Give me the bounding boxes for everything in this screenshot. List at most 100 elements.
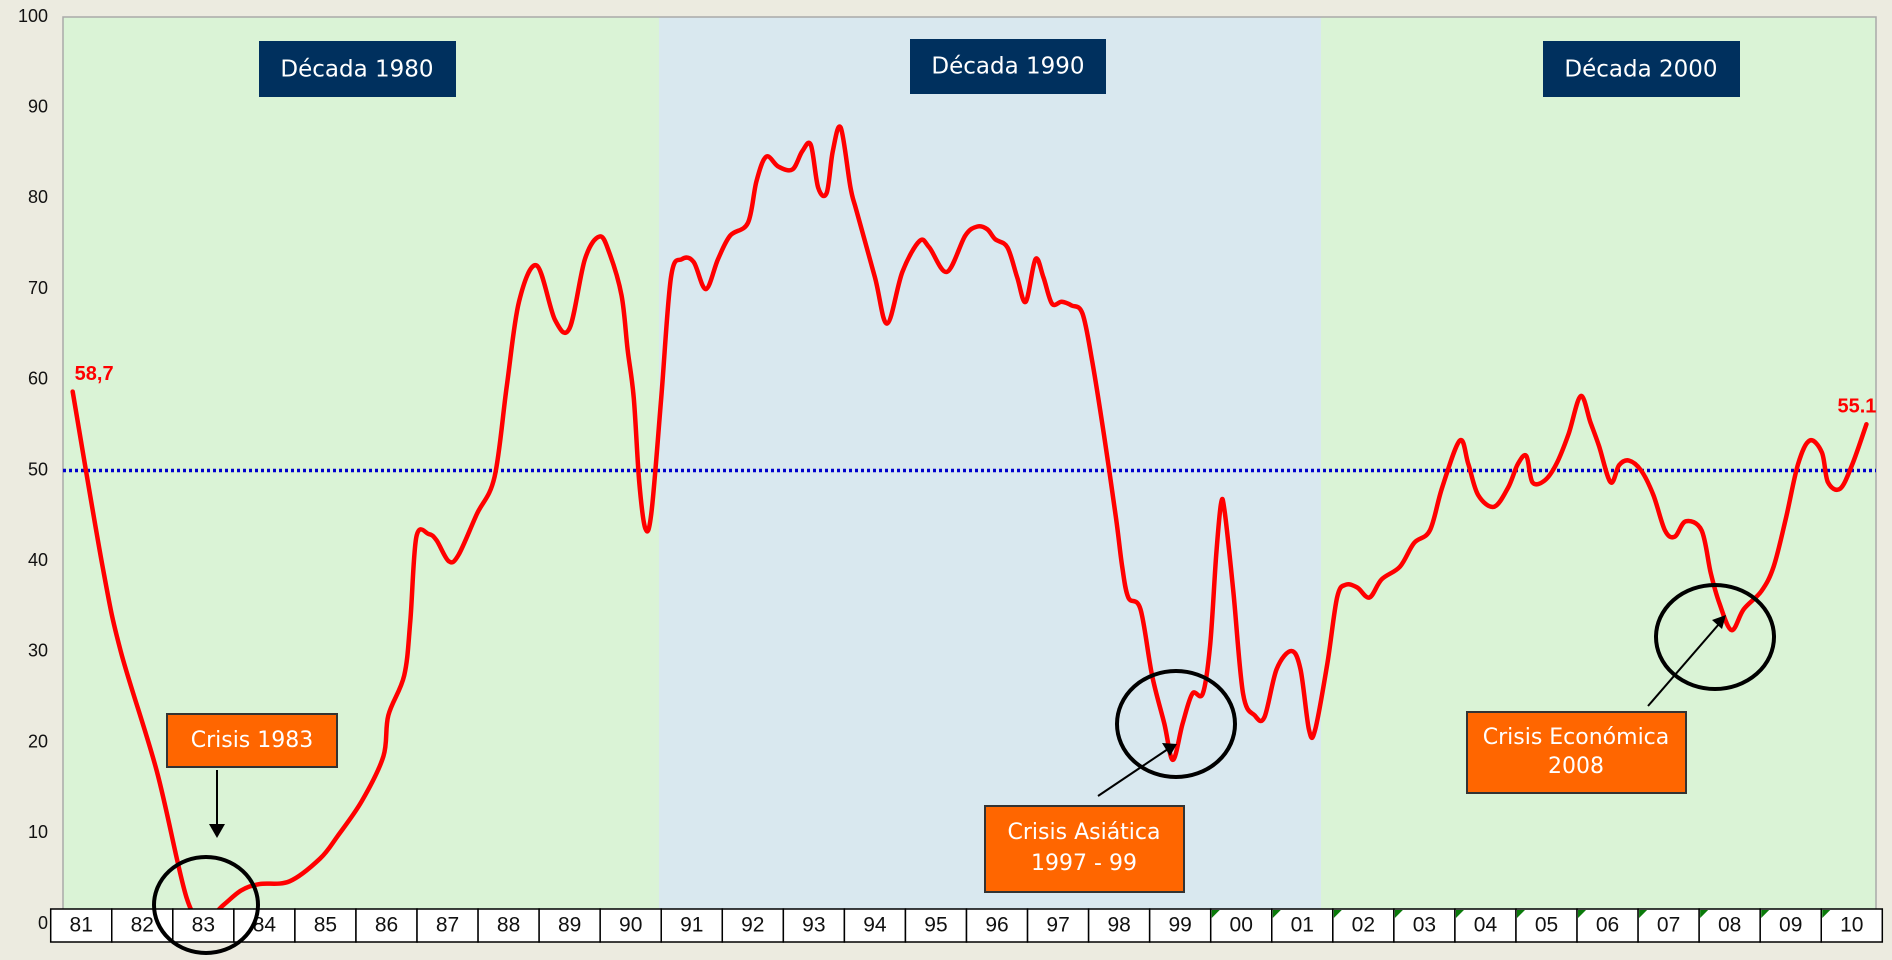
- decade-label: Década 1990: [910, 39, 1106, 94]
- arrow-head: [1712, 615, 1726, 629]
- x-tick-label: 89: [558, 914, 581, 937]
- tick-box: [1759, 908, 1822, 943]
- x-tick-label: 91: [680, 914, 703, 937]
- decade-text: Década 2000: [1564, 57, 1717, 83]
- x-tick-label: 06: [1596, 914, 1619, 937]
- y-tick-label: 20: [28, 731, 48, 751]
- cell-marker: [1822, 910, 1831, 918]
- x-tick-label: 94: [863, 914, 887, 937]
- highlight-circle: [1115, 669, 1237, 779]
- x-tick-label: 10: [1840, 914, 1863, 937]
- x-tick-label: 88: [497, 914, 520, 937]
- callout: Crisis Asiática 1997 - 99: [984, 743, 1185, 893]
- tick-box: [477, 908, 540, 943]
- x-tick-label: 82: [131, 914, 154, 937]
- x-tick-label: 01: [1291, 914, 1314, 937]
- tick-box: [965, 908, 1029, 943]
- x-tick-label: 84: [253, 914, 277, 937]
- callout-box: [1466, 711, 1687, 794]
- tick-box: [111, 908, 174, 943]
- tick-box: [416, 908, 479, 943]
- x-tick-label: 93: [802, 914, 825, 937]
- tick-box: [1271, 908, 1334, 943]
- callout-text: 2008: [1548, 754, 1604, 779]
- tick-box: [1637, 908, 1700, 943]
- cell-marker: [1455, 910, 1464, 918]
- tick-box: [599, 908, 662, 943]
- y-tick-label: 70: [28, 278, 48, 298]
- y-tick-label: 60: [28, 369, 48, 389]
- x-tick-label: 96: [985, 914, 1008, 937]
- y-tick-label: 40: [28, 550, 48, 570]
- decade-band: [63, 17, 659, 924]
- data-label: 58,7: [75, 363, 114, 385]
- callout: Crisis 1983: [166, 713, 338, 838]
- x-tick-label: 02: [1352, 914, 1375, 937]
- arrow: [1097, 748, 1169, 797]
- y-tick-label: 10: [28, 822, 48, 842]
- callout-text: Crisis 1983: [191, 728, 314, 753]
- tick-box: [1332, 908, 1395, 943]
- tick-box: [294, 908, 357, 943]
- callout-text: Crisis Asiática: [1008, 820, 1161, 845]
- highlight-circle: [1654, 583, 1776, 691]
- tick-box: [1087, 908, 1151, 943]
- data-label: 55.1: [1837, 396, 1876, 418]
- y-tick-label: 80: [28, 187, 48, 207]
- arrow: [1647, 623, 1720, 707]
- callout: Crisis Económica 2008: [1466, 615, 1726, 794]
- callout-text: 1997 - 99: [1031, 851, 1137, 876]
- cell-marker: [1639, 910, 1648, 918]
- cell-marker: [1761, 910, 1770, 918]
- x-tick-label: 81: [70, 914, 93, 937]
- decade-label: Década 2000: [1543, 41, 1740, 97]
- tick-box: [49, 908, 113, 943]
- callout-box: [166, 713, 338, 768]
- y-tick-label: 0: [38, 913, 48, 933]
- tick-box: [172, 908, 235, 943]
- x-tick-label: 92: [741, 914, 764, 937]
- callout-box: [984, 805, 1185, 893]
- y-tick-label: 50: [28, 459, 48, 479]
- cell-marker: [1333, 910, 1342, 918]
- x-tick-label: 86: [375, 914, 398, 937]
- x-tick-label: 08: [1718, 914, 1741, 937]
- decade-box: [910, 39, 1106, 94]
- cell-marker: [1578, 910, 1587, 918]
- x-tick-label: 97: [1046, 914, 1069, 937]
- decade-label: Década 1980: [259, 41, 456, 97]
- y-tick-label: 90: [28, 96, 48, 116]
- x-tick-label: 90: [619, 914, 642, 937]
- x-tick-label: 00: [1230, 914, 1253, 937]
- tick-box: [233, 908, 296, 943]
- tick-box: [782, 908, 846, 943]
- x-tick-label: 04: [1474, 914, 1498, 937]
- highlight-circle: [152, 855, 260, 955]
- x-tick-label: 87: [436, 914, 459, 937]
- tick-box: [904, 908, 968, 943]
- tick-box: [538, 908, 601, 943]
- cell-marker: [1700, 910, 1709, 918]
- callout-text: Crisis Económica: [1483, 725, 1670, 750]
- cell-marker: [1394, 910, 1403, 918]
- x-tick-label: 07: [1657, 914, 1680, 937]
- cell-marker: [1272, 910, 1281, 918]
- data-line: [70, 124, 1869, 922]
- decade-box: [259, 41, 456, 97]
- x-tick-label: 99: [1169, 914, 1192, 937]
- x-tick-label: 98: [1107, 914, 1130, 937]
- decade-box: [1543, 41, 1740, 97]
- line-layer: 58,7 55.1: [70, 124, 1876, 922]
- tick-box: [1576, 908, 1639, 943]
- y-tick-label: 30: [28, 641, 48, 661]
- arrow-head: [209, 824, 225, 838]
- cell-marker: [1516, 910, 1525, 918]
- decade-text: Década 1980: [280, 57, 433, 83]
- arrow-head: [1162, 743, 1177, 756]
- decade-text: Década 1990: [931, 54, 1084, 80]
- x-tick-label: 85: [314, 914, 337, 937]
- tick-box: [1698, 908, 1761, 943]
- x-tick-label: 83: [192, 914, 215, 937]
